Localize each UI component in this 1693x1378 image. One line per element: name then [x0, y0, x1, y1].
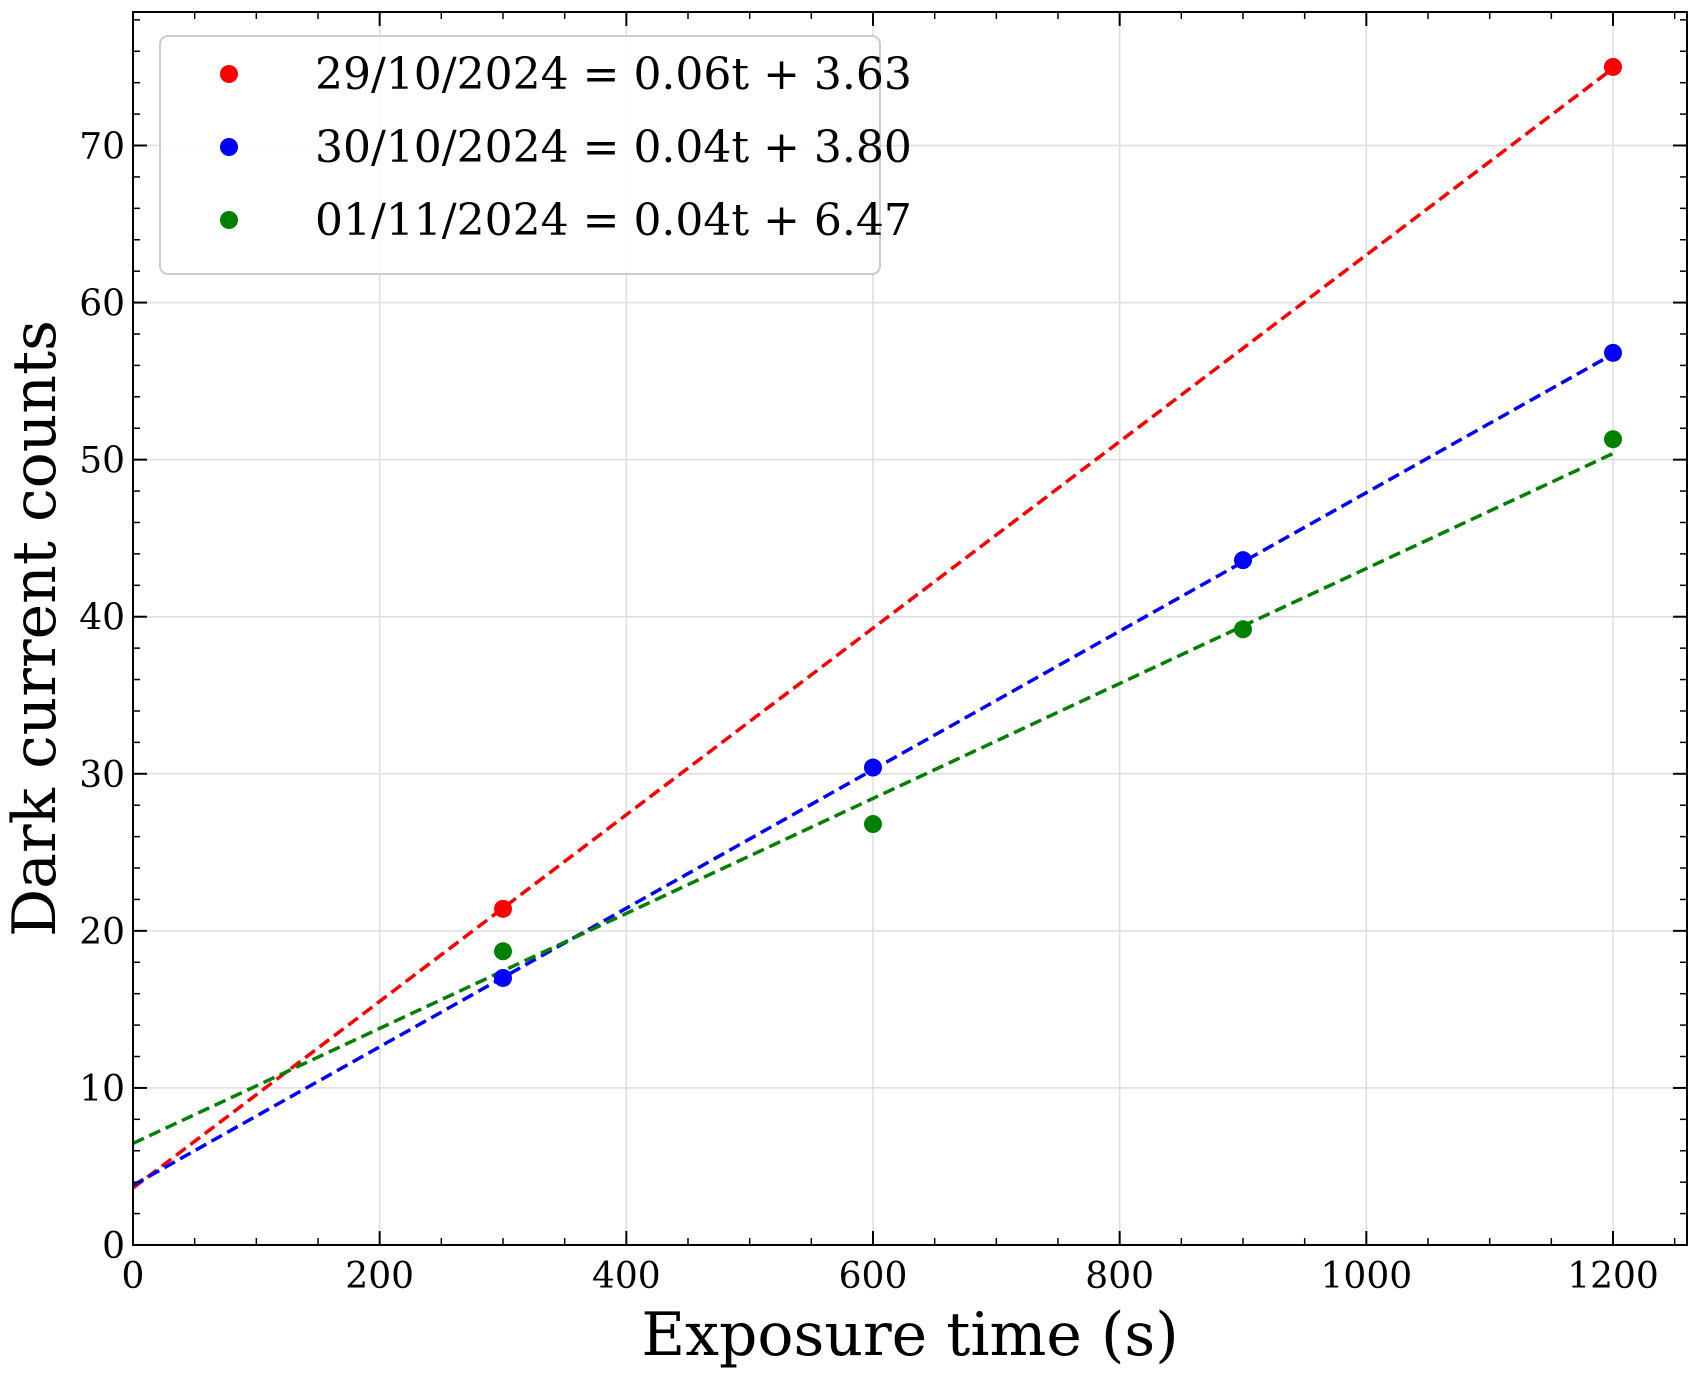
legend-label-series-1: 30/10/2024 = 0.04t + 3.80: [315, 122, 912, 173]
legend-label-series-0: 29/10/2024 = 0.06t + 3.63: [315, 49, 912, 100]
y-tick-label: 30: [79, 755, 125, 796]
data-point-series-0: [494, 899, 512, 918]
x-tick-label: 200: [345, 1256, 414, 1297]
fit-line-series-0: [131, 66, 1615, 1190]
x-tick-label: 1000: [1321, 1256, 1413, 1297]
legend-marker-series-2: [220, 211, 238, 229]
y-tick-label: 50: [79, 441, 125, 482]
y-tick-label: 60: [79, 284, 125, 325]
legend-marker-series-1: [220, 138, 238, 156]
plot-frame: [132, 11, 1688, 1246]
ticks: [132, 12, 1687, 1246]
legend-label-series-2: 01/11/2024 = 0.04t + 6.47: [315, 195, 912, 246]
x-tick-label: 400: [592, 1256, 661, 1297]
y-tick-label: 10: [79, 1069, 125, 1110]
x-tick-label: 800: [1085, 1256, 1154, 1297]
x-axis-label: Exposure time (s): [641, 1300, 1178, 1370]
data-point-series-2: [1604, 430, 1622, 449]
data-point-series-1: [864, 758, 882, 777]
data-point-series-1: [1234, 551, 1252, 570]
legend: 29/10/2024 = 0.06t + 3.63 30/10/2024 = 0.…: [159, 35, 912, 275]
data-point-series-1: [494, 968, 512, 987]
data-point-series-1: [1604, 343, 1622, 362]
x-tick-label: 600: [839, 1256, 908, 1297]
fit-line-series-2: [132, 451, 1614, 1145]
y-axis-label: Dark current counts: [0, 320, 70, 937]
y-tick-label: 70: [79, 127, 125, 168]
data-point-series-0: [1604, 57, 1622, 76]
data-point-series-2: [864, 815, 882, 834]
legend-marker-series-0: [220, 65, 238, 83]
x-tick-label: 0: [122, 1256, 145, 1297]
y-tick-label: 20: [79, 912, 125, 953]
x-tick-label: 1200: [1567, 1256, 1659, 1297]
data-point-series-2: [1234, 620, 1252, 639]
y-tick-label: 0: [102, 1226, 125, 1267]
data-points: [494, 57, 1622, 987]
tick-labels: 0 200 400 600 800 1000 1200 0 10 20 30 40 50 60 70: [79, 127, 1659, 1297]
y-tick-label: 40: [79, 598, 125, 639]
data-point-series-2: [494, 942, 512, 961]
legend-box: [159, 35, 881, 275]
